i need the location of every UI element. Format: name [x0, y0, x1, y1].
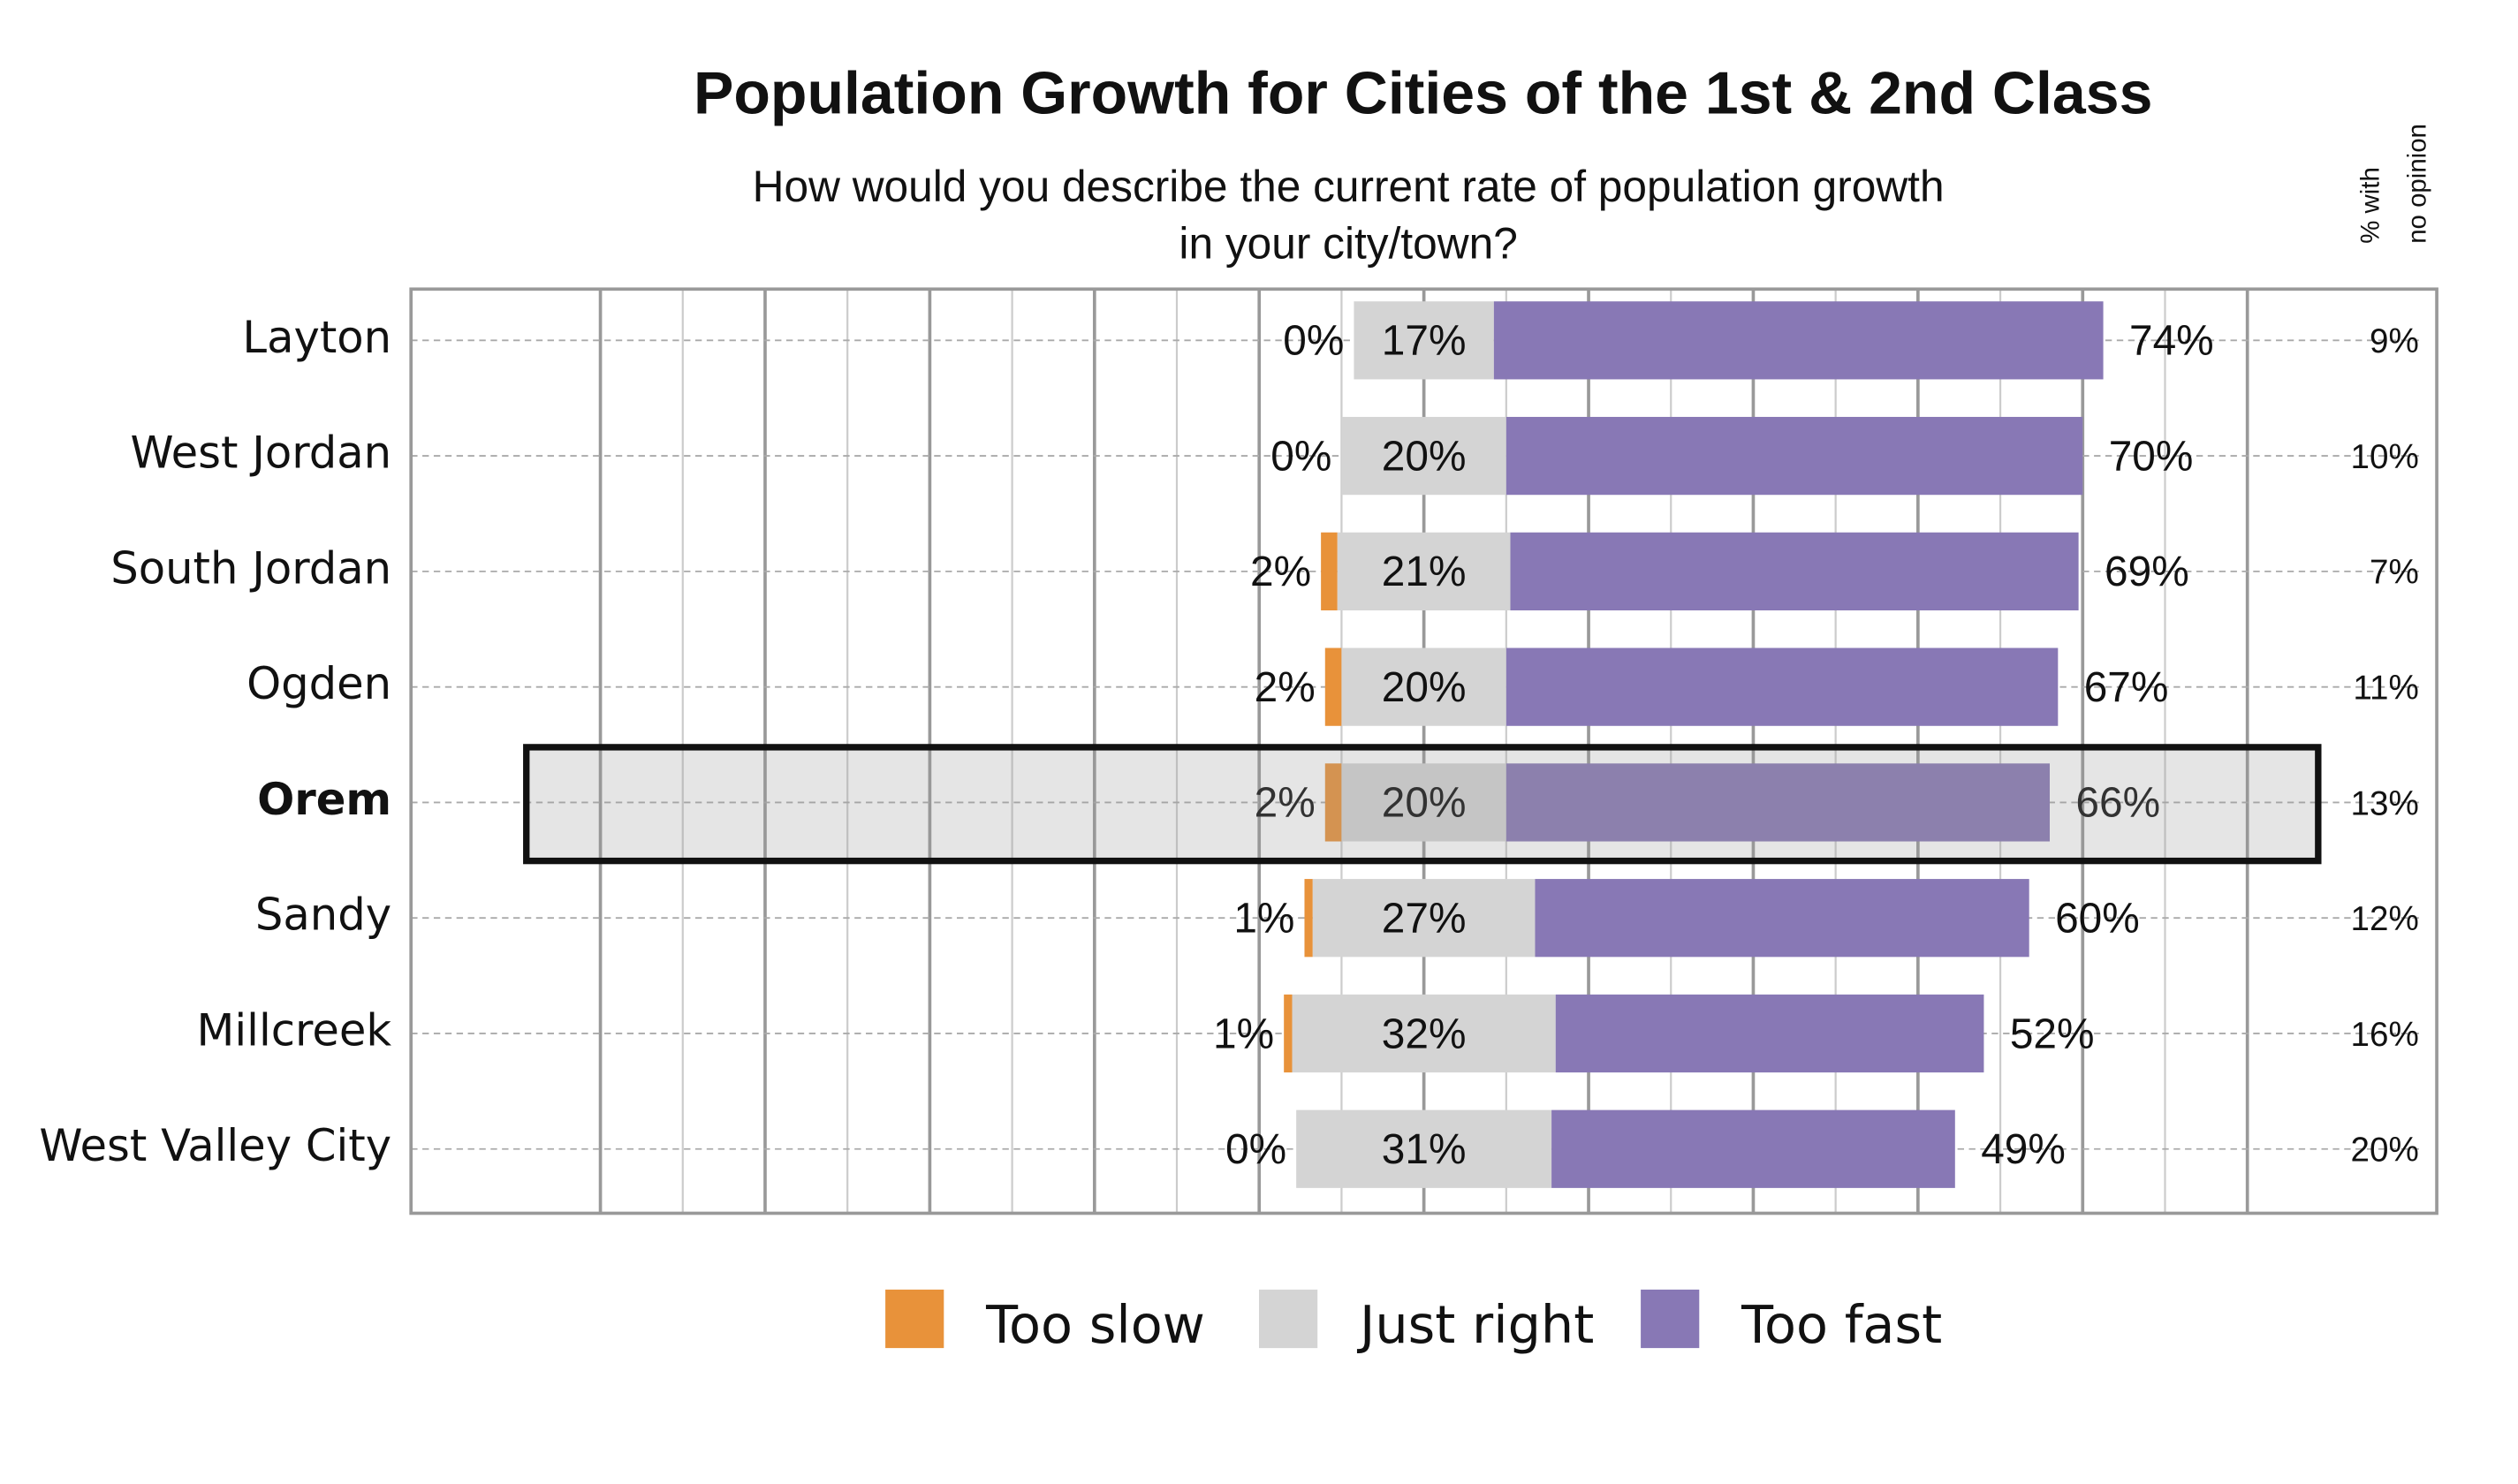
- no-opinion-label: 13%: [2351, 784, 2419, 822]
- value-label: 2%: [1255, 780, 1316, 827]
- bar-too-fast: [1493, 301, 2104, 380]
- bar-just-right: [1354, 301, 1494, 380]
- bar-too-fast: [1505, 647, 2059, 726]
- no-opinion-label: 7%: [2370, 554, 2419, 592]
- bar-just-right: [1341, 763, 1506, 842]
- bar-too-fast: [1555, 994, 1984, 1073]
- no-opinion-label: 16%: [2351, 1016, 2419, 1054]
- bar-too-slow: [1284, 994, 1293, 1073]
- legend-label: Just right: [1356, 1294, 1594, 1355]
- legend-swatch: [885, 1289, 944, 1349]
- category-label: South Jordan: [110, 542, 391, 594]
- value-label: 2%: [1255, 664, 1316, 711]
- legend-label: Too fast: [1741, 1294, 1942, 1355]
- bar-too-slow: [1324, 763, 1342, 842]
- bar-too-slow: [1304, 879, 1313, 958]
- chart-title: Population Growth for Cities of the 1st …: [694, 59, 2152, 126]
- value-label: 2%: [1250, 549, 1311, 595]
- legend-swatch: [1641, 1289, 1700, 1349]
- value-label: 20%: [1382, 664, 1467, 711]
- bar-too-fast: [1510, 532, 2079, 610]
- category-label: Sandy: [255, 890, 391, 941]
- category-label: Ogden: [246, 658, 391, 709]
- chart-subtitle: How would you describe the current rate …: [753, 162, 1945, 211]
- value-label: 49%: [1981, 1126, 2066, 1173]
- bar-too-fast: [1551, 1109, 1955, 1188]
- bar-just-right: [1312, 879, 1536, 958]
- bar-too-fast: [1535, 879, 2029, 958]
- value-label: 1%: [1233, 896, 1294, 943]
- no-opinion-label: 10%: [2351, 438, 2419, 476]
- legend-label: Too slow: [985, 1294, 1205, 1355]
- value-label: 67%: [2084, 664, 2169, 711]
- bar-just-right: [1296, 1109, 1552, 1188]
- category-label: Millcreek: [197, 1004, 392, 1056]
- plot-border: [409, 287, 2438, 1215]
- no-opinion-label: 9%: [2370, 322, 2419, 360]
- value-label: 60%: [2055, 896, 2140, 943]
- value-label: 74%: [2129, 318, 2214, 365]
- bar-too-slow: [1321, 532, 1338, 610]
- value-label: 66%: [2075, 780, 2160, 827]
- bar-just-right: [1341, 647, 1506, 726]
- bar-just-right: [1337, 532, 1511, 610]
- value-label: 52%: [2010, 1011, 2095, 1057]
- value-label: 0%: [1283, 318, 1344, 365]
- category-label: West Jordan: [130, 428, 391, 479]
- bar-just-right: [1292, 994, 1556, 1073]
- category-label: Layton: [242, 312, 391, 363]
- no-opinion-label: 20%: [2351, 1132, 2419, 1170]
- bar-too-fast: [1505, 416, 2083, 496]
- value-label: 32%: [1382, 1011, 1467, 1057]
- bar-too-slow: [1324, 647, 1342, 726]
- value-label: 0%: [1270, 433, 1331, 480]
- category-label: Orem: [257, 774, 391, 825]
- no-opinion-header: % with: [2355, 167, 2385, 244]
- value-label: 0%: [1225, 1126, 1286, 1173]
- value-label: 1%: [1213, 1011, 1274, 1057]
- category-label: West Valley City: [39, 1120, 391, 1171]
- value-label: 20%: [1382, 780, 1467, 827]
- value-label: 20%: [1382, 433, 1467, 480]
- value-label: 27%: [1382, 896, 1467, 943]
- value-label: 70%: [2109, 433, 2194, 480]
- highlight-box: [523, 744, 2322, 865]
- bar-just-right: [1341, 416, 1506, 496]
- value-label: 17%: [1382, 318, 1467, 365]
- legend-swatch: [1259, 1289, 1318, 1349]
- value-label: 69%: [2105, 549, 2189, 595]
- no-opinion-header: no opinion: [2403, 124, 2432, 244]
- no-opinion-label: 11%: [2353, 670, 2418, 708]
- no-opinion-label: 12%: [2351, 900, 2419, 938]
- chart-subtitle: in your city/town?: [1179, 219, 1517, 269]
- bar-too-fast: [1505, 763, 2050, 842]
- value-label: 21%: [1382, 549, 1467, 595]
- value-label: 31%: [1382, 1126, 1467, 1173]
